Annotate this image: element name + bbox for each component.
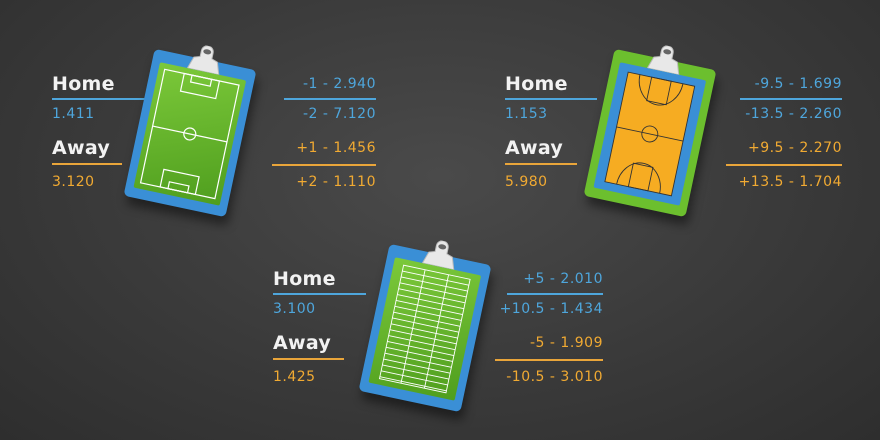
home-odds: 1.153	[505, 106, 548, 122]
away-label: Away	[505, 137, 564, 159]
away-odds: 3.120	[52, 174, 95, 190]
home-handicap: -13.5 - 2.260	[745, 106, 842, 122]
home-handicap: +10.5 - 1.434	[499, 301, 603, 317]
away-label: Away	[273, 332, 332, 354]
home-label: Home	[52, 73, 115, 95]
home-divider	[505, 98, 597, 100]
basketball-court-clipboard-icon	[583, 45, 717, 218]
away-handicap: +1 - 1.456	[296, 140, 376, 156]
home-handicap: -2 - 7.120	[303, 106, 376, 122]
soccer-odds-panel: Home 1.411 Away 3.120 -1 - 2.940 -2 - 7.…	[52, 45, 376, 218]
away-divider	[273, 358, 344, 360]
home-odds: 3.100	[273, 301, 316, 317]
away-divider	[52, 163, 122, 165]
away-handicap: +2 - 1.110	[296, 174, 376, 190]
soccer-field-clipboard-icon	[123, 45, 257, 218]
away-handicap: -5 - 1.909	[530, 335, 603, 351]
away-odds: 1.425	[273, 369, 316, 385]
away-handicap-divider	[726, 164, 842, 166]
home-handicap-divider	[284, 98, 376, 100]
away-handicap: -10.5 - 3.010	[506, 369, 603, 385]
american-football-odds-panel: Home 3.100 Away 1.425 +5 - 2.010 +10.5 -…	[273, 240, 603, 413]
american-football-field-clipboard-icon	[358, 240, 492, 413]
home-handicap: -9.5 - 1.699	[754, 76, 842, 92]
away-handicap: +9.5 - 2.270	[747, 140, 842, 156]
home-handicap-divider	[740, 98, 842, 100]
away-handicap-divider	[272, 164, 376, 166]
home-divider	[273, 293, 366, 295]
basketball-odds-panel: Home 1.153 Away 5.980 -9.5 - 1.699 -13.5…	[505, 45, 842, 218]
home-handicap-divider	[507, 293, 603, 295]
away-label: Away	[52, 137, 111, 159]
home-label: Home	[273, 268, 336, 290]
home-label: Home	[505, 73, 568, 95]
away-handicap-divider	[495, 359, 603, 361]
home-handicap: -1 - 2.940	[303, 76, 376, 92]
home-handicap: +5 - 2.010	[523, 271, 603, 287]
home-odds: 1.411	[52, 106, 95, 122]
away-odds: 5.980	[505, 174, 548, 190]
away-divider	[505, 163, 577, 165]
home-divider	[52, 98, 145, 100]
away-handicap: +13.5 - 1.704	[738, 174, 842, 190]
